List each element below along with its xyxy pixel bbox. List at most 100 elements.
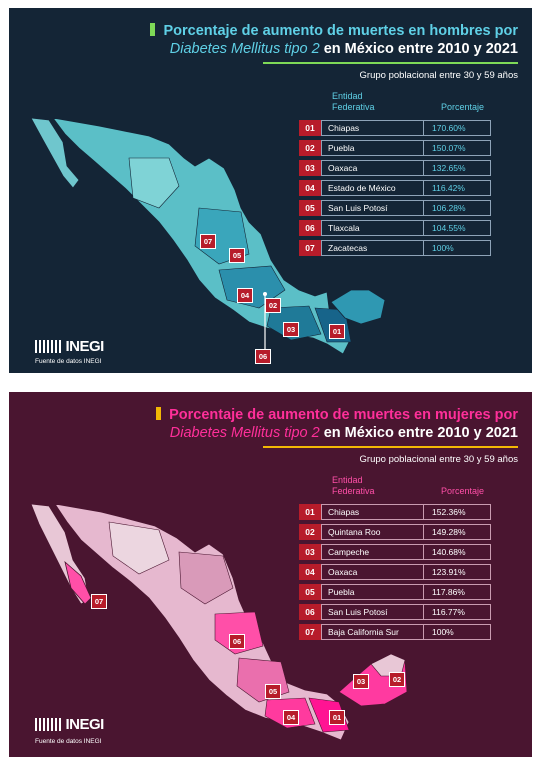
- rank-number: 07: [299, 624, 321, 640]
- map-marker-03: 03: [283, 322, 299, 337]
- men-title-italic: Diabetes Mellitus tipo 2: [169, 41, 320, 57]
- state-name: Oaxaca: [321, 160, 423, 176]
- table-row: 04 Estado de México 116.42%: [299, 180, 491, 196]
- source-note: Fuente de datos INEGI: [35, 358, 102, 365]
- men-title-line2: en México entre 2010 y 2021: [323, 41, 518, 57]
- map-marker-04: 04: [283, 710, 299, 725]
- table-row: 05 Puebla 117.86%: [299, 584, 491, 600]
- state-name: Quintana Roo: [321, 524, 423, 540]
- rank-number: 05: [299, 584, 321, 600]
- title-underline: [263, 62, 518, 64]
- state-percent: 149.28%: [423, 524, 491, 540]
- col-percent-header: Porcentaje: [441, 102, 485, 112]
- rank-number: 04: [299, 180, 321, 196]
- map-marker-05: 05: [265, 684, 281, 699]
- inegi-logo: INEGI: [35, 716, 104, 734]
- state-name: Baja California Sur: [321, 624, 423, 640]
- state-percent: 116.42%: [423, 180, 491, 196]
- rank-number: 04: [299, 564, 321, 580]
- state-percent: 170.60%: [423, 120, 491, 136]
- table-row: 01 Chiapas 170.60%: [299, 120, 491, 136]
- table-row: 03 Campeche 140.68%: [299, 544, 491, 560]
- title-accent-bar: [150, 23, 156, 36]
- state-name: Chiapas: [321, 120, 423, 136]
- title-accent-bar: [156, 407, 162, 420]
- mexico-map-women: [30, 503, 408, 741]
- state-name: Campeche: [321, 544, 423, 560]
- state-name: Estado de México: [321, 180, 423, 196]
- map-marker-06: 06: [255, 349, 271, 364]
- men-panel: 07 05 04 02 03 01 06 Porcentaje de aumen…: [9, 8, 532, 373]
- inegi-logo: INEGI: [35, 338, 104, 356]
- state-name: Puebla: [321, 584, 423, 600]
- table-row: 02 Puebla 150.07%: [299, 140, 491, 156]
- title-underline: [263, 446, 518, 448]
- state-percent: 104.55%: [423, 220, 491, 236]
- men-title: Porcentaje de aumento de muertes en homb…: [128, 22, 518, 58]
- col-entity-header: Entidad Federativa: [332, 475, 375, 496]
- rank-number: 01: [299, 120, 321, 136]
- map-marker-02: 02: [265, 298, 281, 313]
- state-name: Oaxaca: [321, 564, 423, 580]
- inegi-logo-text: INEGI: [65, 338, 104, 355]
- rank-number: 02: [299, 140, 321, 156]
- women-panel: 07 06 05 04 03 02 01 Porcentaje de aumen…: [9, 392, 532, 757]
- rank-number: 07: [299, 240, 321, 256]
- table-row: 07 Zacatecas 100%: [299, 240, 491, 256]
- rank-number: 03: [299, 160, 321, 176]
- state-percent: 132.65%: [423, 160, 491, 176]
- map-marker-05: 05: [229, 248, 245, 263]
- state-name: Zacatecas: [321, 240, 423, 256]
- state-percent: 100%: [423, 624, 491, 640]
- state-name: Puebla: [321, 140, 423, 156]
- state-name: Tlaxcala: [321, 220, 423, 236]
- map-marker-06: 06: [229, 634, 245, 649]
- state-percent: 152.36%: [423, 504, 491, 520]
- source-note: Fuente de datos INEGI: [35, 738, 102, 745]
- inegi-mark-icon: [35, 718, 61, 731]
- women-group-label: Grupo poblacional entre 30 y 59 años: [359, 454, 518, 465]
- inegi-mark-icon: [35, 340, 61, 353]
- table-row: 05 San Luis Potosí 106.28%: [299, 200, 491, 216]
- state-percent: 123.91%: [423, 564, 491, 580]
- state-name: San Luis Potosí: [321, 604, 423, 620]
- rank-number: 01: [299, 504, 321, 520]
- state-name: Chiapas: [321, 504, 423, 520]
- map-marker-04: 04: [237, 288, 253, 303]
- rank-number: 05: [299, 200, 321, 216]
- state-name: San Luis Potosí: [321, 200, 423, 216]
- table-row: 02 Quintana Roo 149.28%: [299, 524, 491, 540]
- col-percent-header: Porcentaje: [441, 486, 485, 496]
- col-entity-header: Entidad Federativa: [332, 91, 375, 112]
- men-group-label: Grupo poblacional entre 30 y 59 años: [359, 70, 518, 81]
- state-percent: 117.86%: [423, 584, 491, 600]
- state-percent: 150.07%: [423, 140, 491, 156]
- inegi-logo-text: INEGI: [65, 716, 104, 733]
- map-marker-07: 07: [91, 594, 107, 609]
- rank-number: 06: [299, 604, 321, 620]
- table-row: 06 San Luis Potosí 116.77%: [299, 604, 491, 620]
- rank-number: 02: [299, 524, 321, 540]
- map-marker-07: 07: [200, 234, 216, 249]
- map-marker-01: 01: [329, 710, 345, 725]
- map-marker-03: 03: [353, 674, 369, 689]
- state-percent: 140.68%: [423, 544, 491, 560]
- men-title-line1: Porcentaje de aumento de muertes en homb…: [163, 23, 518, 39]
- rank-number: 06: [299, 220, 321, 236]
- table-row: 04 Oaxaca 123.91%: [299, 564, 491, 580]
- table-row: 01 Chiapas 152.36%: [299, 504, 491, 520]
- table-row: 06 Tlaxcala 104.55%: [299, 220, 491, 236]
- women-ranking-table: 01 Chiapas 152.36% 02 Quintana Roo 149.28% 0…: [299, 500, 491, 644]
- table-row: 03 Oaxaca 132.65%: [299, 160, 491, 176]
- table-row: 07 Baja California Sur 100%: [299, 624, 491, 640]
- women-title: Porcentaje de aumento de muertes en muje…: [128, 406, 518, 442]
- state-percent: 100%: [423, 240, 491, 256]
- state-percent: 106.28%: [423, 200, 491, 216]
- rank-number: 03: [299, 544, 321, 560]
- state-percent: 116.77%: [423, 604, 491, 620]
- map-marker-02: 02: [389, 672, 405, 687]
- map-marker-01: 01: [329, 324, 345, 339]
- men-ranking-table: 01 Chiapas 170.60% 02 Puebla 150.07% 03 Oaxac…: [299, 116, 491, 260]
- women-title-italic: Diabetes Mellitus tipo 2: [169, 425, 320, 441]
- women-title-line2: en México entre 2010 y 2021: [323, 425, 518, 441]
